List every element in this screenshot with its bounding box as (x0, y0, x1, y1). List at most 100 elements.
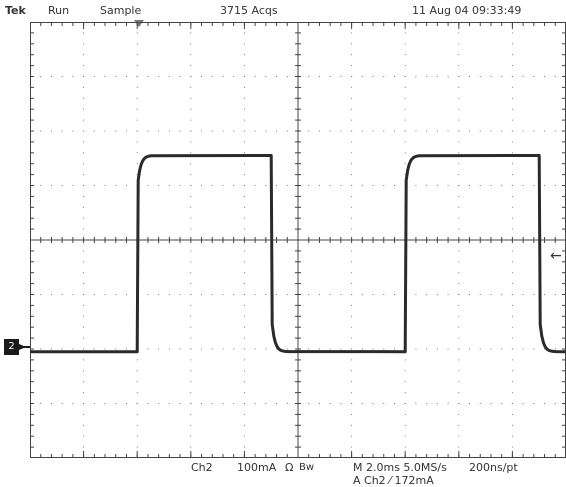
grid-dot (243, 174, 245, 176)
grid-dot (426, 130, 428, 132)
grid-dot (490, 294, 492, 295)
grid-dot (83, 446, 85, 448)
grid-dot (511, 392, 513, 394)
grid-dot (511, 86, 513, 88)
grid-dot (115, 348, 117, 350)
grid-dot (351, 32, 353, 34)
grid-dot (522, 294, 524, 295)
grid-dot (469, 130, 471, 132)
grid-dot (511, 381, 513, 383)
grid-dot (318, 76, 320, 77)
grid-dot (136, 403, 138, 404)
grid-dot (72, 348, 74, 350)
grid-dot (383, 76, 385, 77)
grid-dot (458, 54, 460, 56)
grid-dot (383, 348, 385, 350)
grid-dot (72, 76, 74, 77)
grid-dot (83, 359, 85, 361)
grid-dot (190, 152, 192, 154)
grid-dot (490, 185, 492, 186)
grid-dot (479, 185, 481, 186)
grid-dot (40, 403, 42, 404)
grid-dot (83, 403, 85, 404)
grid-dot (351, 403, 353, 404)
grid-dot (265, 348, 267, 350)
grid-dot (243, 130, 245, 132)
grid-dot (243, 163, 245, 165)
grid-dot (404, 119, 406, 121)
grid-dot (83, 54, 85, 56)
grid-dot (458, 43, 460, 45)
grid-dot (83, 174, 85, 176)
grid-dot (393, 348, 395, 350)
grid-dot (458, 217, 460, 219)
grid-dot (83, 315, 85, 317)
grid-dot (243, 86, 245, 88)
grid-dot (490, 130, 492, 132)
grid-dot (190, 108, 192, 110)
grid-dot (501, 76, 503, 77)
grid-dot (404, 392, 406, 394)
grid-dot (243, 43, 245, 45)
grid-dot (351, 86, 353, 88)
grid-dot (254, 348, 256, 350)
grid-dot (201, 294, 203, 295)
grid-dot (383, 185, 385, 186)
grid-dot (243, 403, 245, 404)
grid-dot (554, 130, 556, 132)
grid-dot (104, 130, 106, 132)
grid-dot (136, 32, 138, 34)
grid-dot (351, 54, 353, 56)
grid-dot (522, 185, 524, 186)
grid-dot (351, 185, 353, 186)
grid-dot (351, 250, 353, 252)
grid-dot (104, 403, 106, 404)
grid-dot (469, 403, 471, 404)
grid-dot (458, 250, 460, 252)
grid-dot (501, 185, 503, 186)
grid-dot (276, 185, 278, 186)
grid-dot (404, 54, 406, 56)
grid-dot (83, 272, 85, 274)
grid-dot (190, 359, 192, 361)
grid-dot (190, 119, 192, 121)
grid-dot (511, 163, 513, 165)
channel-2-marker[interactable]: 2 (4, 339, 30, 355)
grid-dot (404, 65, 406, 67)
grid-dot (190, 413, 192, 415)
grid-dot (61, 348, 63, 350)
grid-dot (233, 185, 235, 186)
grid-dot (511, 359, 513, 361)
grid-dot (83, 108, 85, 110)
grid-dot (83, 370, 85, 372)
grid-dot (458, 283, 460, 285)
grid-dot (104, 294, 106, 295)
grid-dot (211, 76, 213, 77)
grid-dot (158, 294, 160, 295)
grid-dot (286, 185, 288, 186)
grid-dot (479, 403, 481, 404)
grid-dot (254, 403, 256, 404)
grid-dot (190, 32, 192, 34)
grid-dot (136, 446, 138, 448)
grid-dot (83, 435, 85, 437)
grid-dot (340, 348, 342, 350)
trigger-level-arrow-icon[interactable]: ← (550, 248, 562, 264)
grid-dot (511, 304, 513, 306)
grid-dot (404, 424, 406, 426)
grid-dot (254, 185, 256, 186)
grid-dot (544, 185, 546, 186)
grid-dot (404, 163, 406, 165)
timebase-readout: M 2.0ms 5.0MS/s (353, 461, 447, 474)
grid-dot (286, 403, 288, 404)
grid-dot (265, 294, 267, 295)
grid-dot (147, 76, 149, 77)
grid-dot (83, 130, 85, 132)
grid-dot (83, 43, 85, 45)
grid-dot (511, 424, 513, 426)
grid-dot (501, 403, 503, 404)
grid-dot (222, 130, 224, 132)
grid-dot (351, 326, 353, 328)
grid-dot (136, 65, 138, 67)
grid-dot (201, 185, 203, 186)
